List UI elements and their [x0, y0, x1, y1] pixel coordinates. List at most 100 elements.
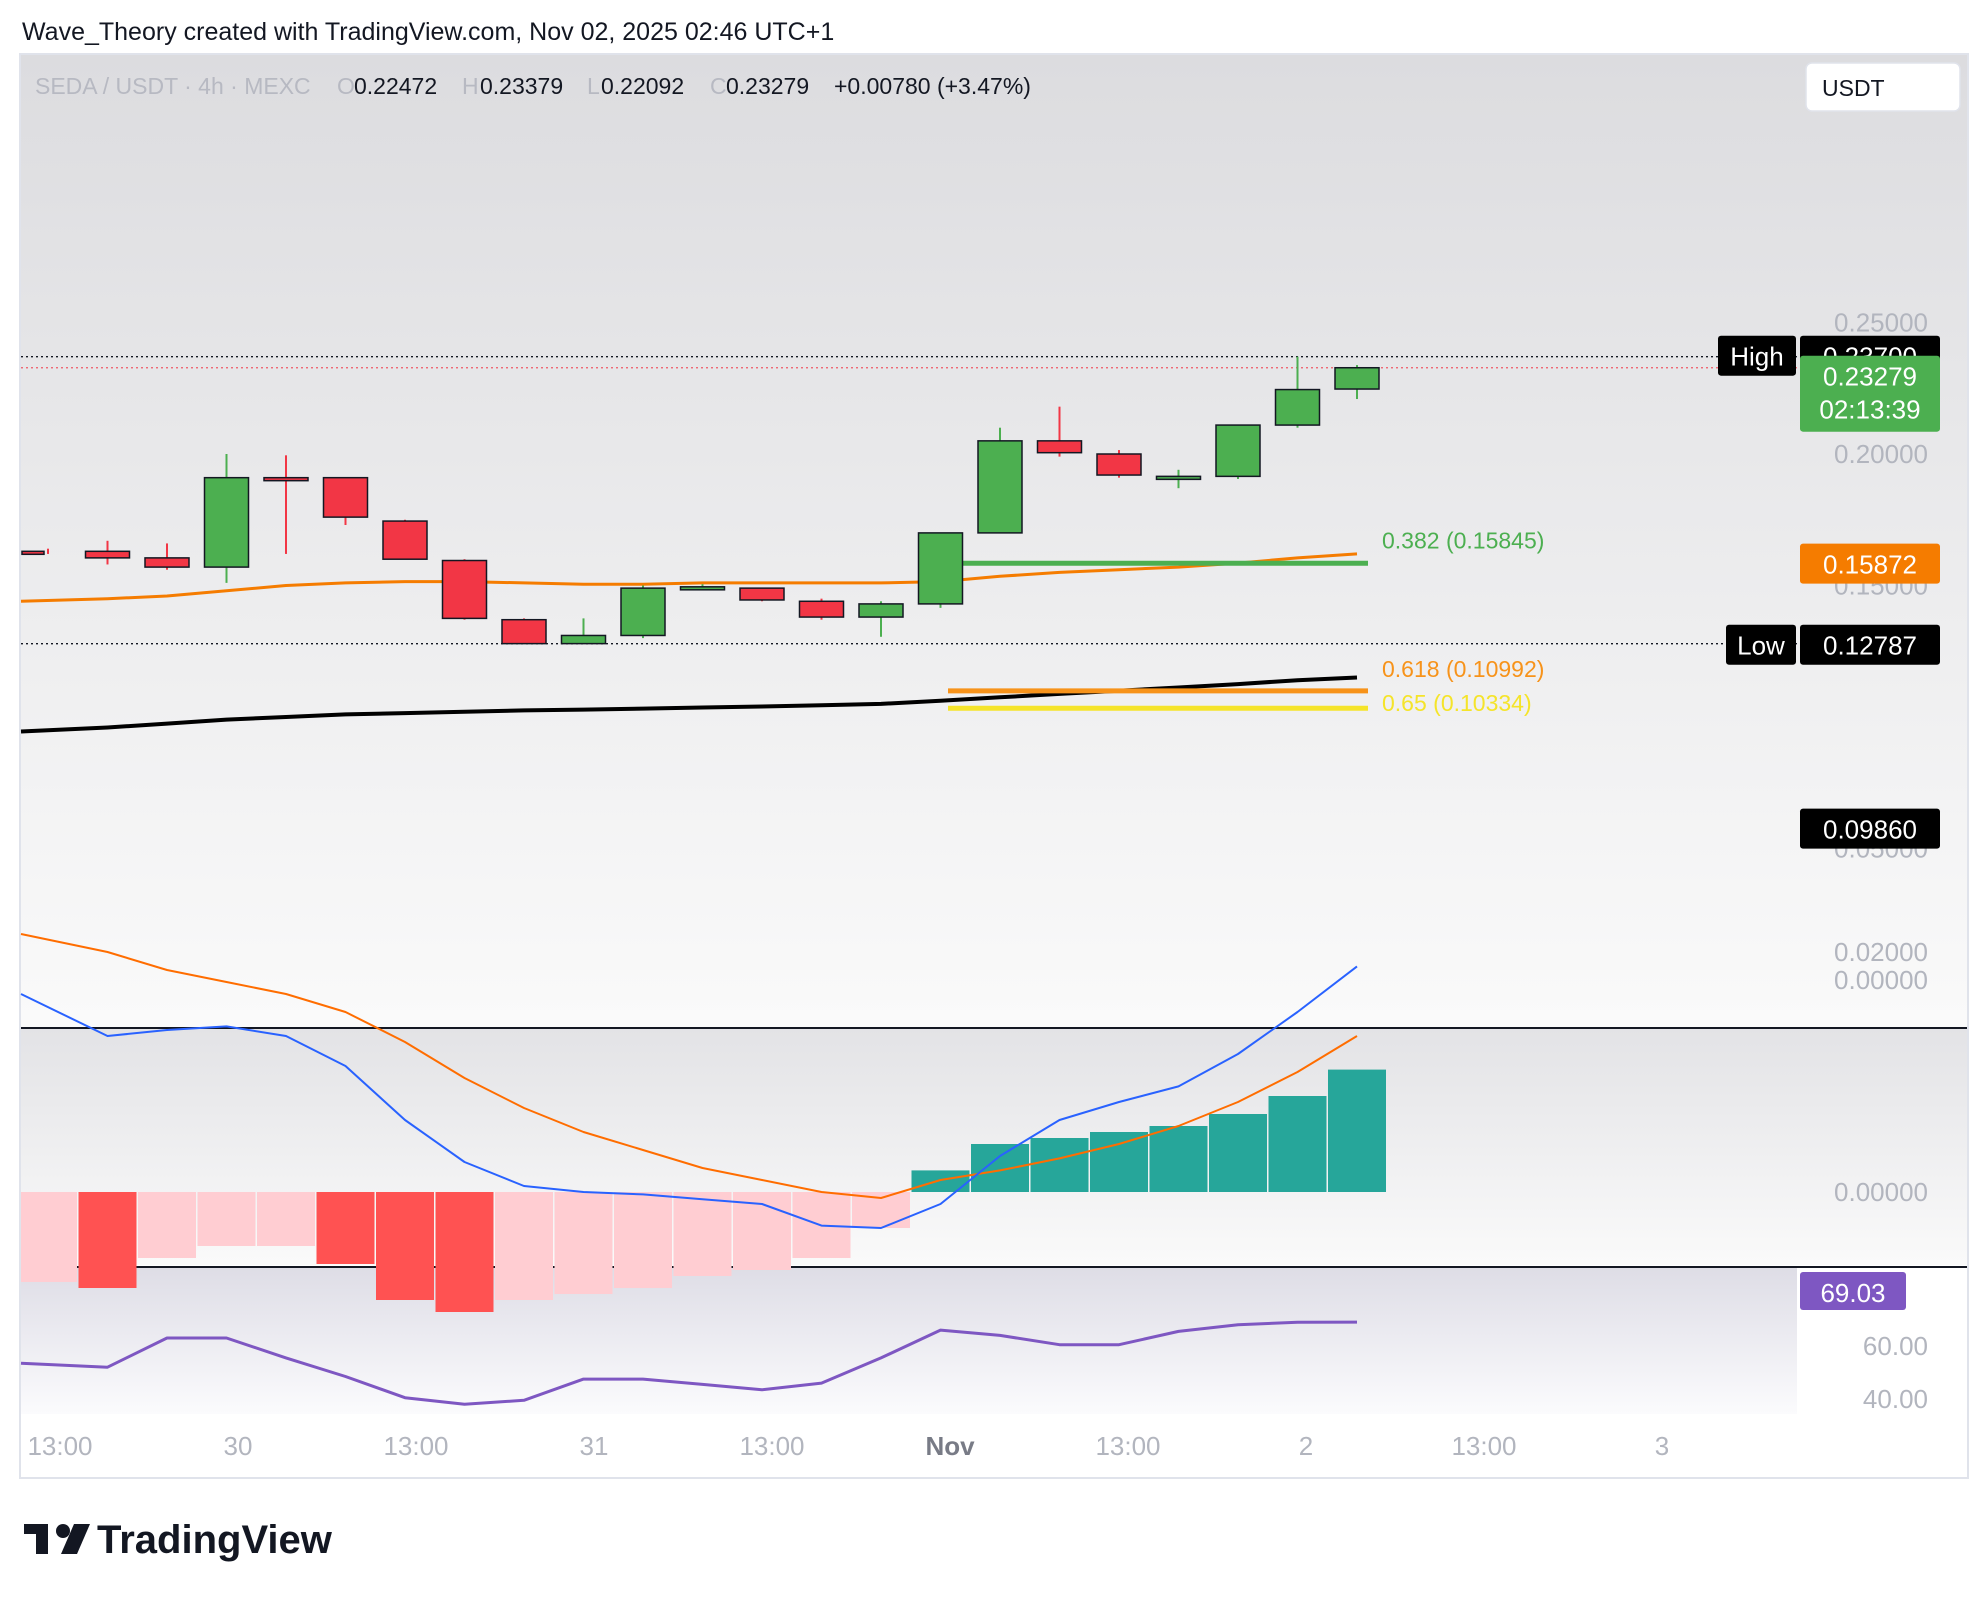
macd-histogram-bar — [316, 1192, 375, 1264]
ema-slow-badge-text: 0.09860 — [1823, 815, 1917, 845]
ema-fast-badge-text: 0.15872 — [1823, 550, 1917, 580]
close-label: C — [710, 73, 727, 99]
close-value: 0.23279 — [726, 73, 809, 99]
time-axis-tick: 13:00 — [27, 1431, 92, 1461]
time-axis-tick: 13:00 — [1095, 1431, 1160, 1461]
candle[interactable] — [977, 427, 1023, 534]
rsi-indicator[interactable] — [20, 1320, 1358, 1406]
candle[interactable] — [1334, 365, 1380, 400]
macd-histogram-bar — [21, 1192, 77, 1282]
price-axis-tick: 0.25000 — [1834, 308, 1928, 338]
low-value-badge: 0.12787 — [1800, 624, 1940, 665]
candle-body — [858, 603, 904, 618]
price-axis-tick: 0.00000 — [1834, 965, 1928, 995]
currency-button[interactable]: USDT — [1805, 62, 1961, 112]
macd-signal-line — [20, 933, 1358, 1199]
time-axis-tick: Nov — [925, 1431, 975, 1461]
logo-text: TradingView — [97, 1518, 333, 1562]
tradingview-logo: TradingView — [24, 1518, 333, 1562]
macd-histogram-bar — [1030, 1138, 1089, 1192]
time-axis-tick: 31 — [580, 1431, 609, 1461]
ema-fast-badge: 0.15872 — [1800, 543, 1940, 584]
rsi-line — [20, 1320, 1358, 1406]
open-value: 0.22472 — [354, 73, 437, 99]
macd-histogram-bar — [911, 1170, 970, 1192]
high-label-badge-text: High — [1730, 342, 1783, 372]
candle-body — [977, 440, 1023, 534]
candle[interactable] — [739, 587, 785, 602]
ema-fast-line — [20, 552, 1358, 603]
low-value-badge-text: 0.12787 — [1823, 631, 1917, 661]
rsi-axis-tick: 60.00 — [1863, 1331, 1928, 1361]
rsi-pane — [21, 1268, 1797, 1414]
macd-histogram-bar — [257, 1192, 315, 1246]
rsi-value-badge: 69.03 — [1800, 1272, 1906, 1310]
candle[interactable] — [1036, 406, 1083, 457]
candle-body — [917, 532, 964, 605]
candle-body — [501, 618, 547, 645]
candle-body — [560, 634, 607, 645]
candle[interactable] — [203, 454, 250, 583]
candle-body — [1274, 388, 1321, 426]
candle[interactable] — [858, 601, 904, 637]
candle[interactable] — [501, 618, 547, 645]
macd-histogram-bar — [673, 1192, 732, 1276]
candle[interactable] — [1215, 424, 1261, 479]
candle[interactable] — [144, 543, 190, 570]
candle[interactable] — [917, 532, 964, 608]
candle[interactable] — [1155, 469, 1202, 489]
symbol-bar: SEDA / USDT · 4h · MEXC O 0.22472 H 0.23… — [35, 73, 1031, 99]
macd-histogram-bar — [1328, 1069, 1386, 1192]
macd-histogram-bar — [78, 1192, 137, 1288]
macd-axis-tick: 0.00000 — [1834, 1177, 1928, 1207]
candle-body — [1036, 440, 1083, 454]
rsi-value-badge-text: 69.03 — [1820, 1278, 1885, 1308]
high-label: H — [462, 73, 479, 99]
fib-level-label: 0.382 (0.15845) — [1382, 527, 1544, 553]
candle-body — [798, 600, 845, 618]
currency-button-label: USDT — [1822, 75, 1885, 101]
tradingview-logo-icon — [24, 1524, 90, 1554]
time-axis-tick: 13:00 — [383, 1431, 448, 1461]
price-axis-tick: 0.20000 — [1834, 439, 1928, 469]
main-pane — [21, 55, 1967, 1027]
candle[interactable] — [84, 540, 131, 565]
macd-histogram-bar — [1209, 1114, 1267, 1192]
axes: 0.250000.200000.150000.050000.000000.020… — [27, 308, 1940, 1461]
macd-histogram-bar — [197, 1192, 256, 1246]
rsi-axis-tick: 40.00 — [1863, 1384, 1928, 1414]
candle-body — [679, 586, 726, 591]
candle[interactable] — [1096, 450, 1142, 478]
candle-body — [263, 476, 309, 482]
candle[interactable] — [382, 519, 428, 560]
macd-histogram-bar — [1149, 1126, 1208, 1192]
candle[interactable] — [620, 585, 666, 639]
low-label-badge: Low — [1726, 624, 1796, 665]
symbol-name[interactable]: SEDA / USDT · 4h · MEXC — [35, 73, 311, 99]
change-value: +0.00780 (+3.47%) — [834, 73, 1031, 99]
candle-body — [620, 587, 666, 637]
candle[interactable] — [798, 598, 845, 620]
candle[interactable] — [1274, 356, 1321, 428]
fib-level-label: 0.618 (0.10992) — [1382, 656, 1544, 682]
candle[interactable] — [21, 548, 49, 556]
last-price-badge-text: 02:13:39 — [1819, 395, 1920, 425]
candle-body — [441, 559, 488, 620]
candle[interactable] — [441, 559, 488, 620]
time-axis-tick: 13:00 — [1451, 1431, 1516, 1461]
time-axis-tick: 3 — [1655, 1431, 1669, 1461]
macd-indicator[interactable] — [20, 933, 1386, 1312]
header-text: Wave_Theory created with TradingView.com… — [22, 18, 834, 46]
macd-axis-tick: 0.02000 — [1834, 937, 1928, 967]
candle[interactable] — [679, 584, 726, 591]
candle[interactable] — [263, 455, 309, 554]
candle[interactable] — [560, 618, 607, 645]
low-label: L — [587, 73, 600, 99]
macd-histogram-bar — [554, 1192, 613, 1294]
candle-body — [21, 550, 45, 556]
price-chart[interactable]: 0.382 (0.15845) 0.618 (0.10992) 0.65 (0.10… — [20, 356, 1797, 734]
low-value: 0.22092 — [601, 73, 684, 99]
candle[interactable] — [322, 476, 369, 526]
macd-histogram-bar — [1268, 1096, 1327, 1192]
